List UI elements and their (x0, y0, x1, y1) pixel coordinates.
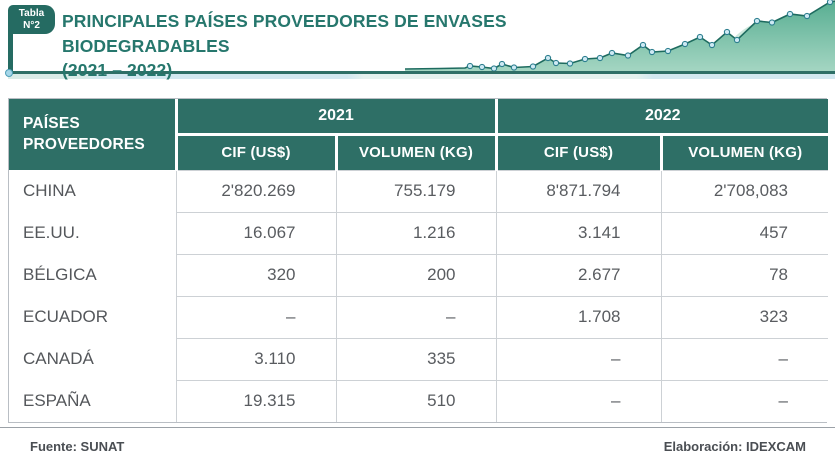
value-cell: 755.179 (335, 169, 496, 212)
source-note: Fuente: SUNAT (30, 439, 125, 454)
column-header-volumen-2021: VOLUMEN (KG) (334, 132, 496, 170)
table-row: EE.UU. 16.067 1.216 3.141 457 (9, 211, 828, 254)
value-cell: 78 (660, 253, 828, 296)
value-cell: 1.708 (495, 295, 661, 338)
country-cell: BÉLGICA (9, 254, 176, 296)
value-cell: 3.110 (175, 337, 336, 380)
value-cell: – (660, 379, 828, 422)
value-cell: 8'871.794 (495, 169, 661, 212)
badge-bracket-bar (8, 30, 13, 72)
providers-table: PAÍSES PROVEEDORES 2021 2022 CIF (US$) V… (9, 99, 828, 422)
value-cell: 16.067 (175, 211, 336, 254)
column-header-cif-2021: CIF (US$) (174, 132, 336, 170)
title-line2: (2021 – 2022) (62, 60, 173, 80)
country-cell: CANADÁ (9, 338, 176, 380)
value-cell: – (495, 337, 661, 380)
value-cell: 1.216 (335, 211, 496, 254)
value-cell: 320 (175, 253, 336, 296)
country-cell: CHINA (9, 170, 176, 212)
providers-table-wrapper: PAÍSES PROVEEDORES 2021 2022 CIF (US$) V… (8, 98, 828, 423)
header-accent-band (8, 74, 835, 79)
table-row: BÉLGICA 320 200 2.677 78 (9, 253, 828, 296)
value-cell: 335 (335, 337, 496, 380)
country-cell: ECUADOR (9, 296, 176, 338)
page-title: PRINCIPALES PAÍSES PROVEEDORES DE ENVASE… (62, 9, 637, 83)
elaboration-note: Elaboración: IDEXCAM (663, 439, 806, 454)
year-group-2022: 2022 (494, 99, 828, 134)
badge-line2: N°2 (23, 19, 40, 31)
badge-dot-icon (5, 69, 13, 77)
table-row: CHINA 2'820.269 755.179 8'871.794 2'708,… (9, 169, 828, 212)
table-row: CANADÁ 3.110 335 – – (9, 337, 828, 380)
value-cell: 510 (335, 379, 496, 422)
title-line1: PRINCIPALES PAÍSES PROVEEDORES DE ENVASE… (62, 11, 507, 56)
column-header-cif-2022: CIF (US$) (494, 132, 661, 170)
country-cell: ESPAÑA (9, 380, 176, 422)
table-row: ESPAÑA 19.315 510 – – (9, 379, 828, 422)
trend-area-chart-icon (405, 0, 835, 74)
value-cell: 200 (335, 253, 496, 296)
value-cell: 2'708,083 (660, 169, 828, 212)
table-number-badge: Tabla N°2 (8, 5, 55, 34)
value-cell: 323 (660, 295, 828, 338)
country-cell: EE.UU. (9, 212, 176, 254)
column-header-volumen-2022: VOLUMEN (KG) (659, 132, 828, 170)
value-cell: 2.677 (495, 253, 661, 296)
table-header: PAÍSES PROVEEDORES 2021 2022 CIF (US$) V… (9, 99, 828, 170)
column-header-countries: PAÍSES PROVEEDORES (9, 99, 176, 170)
value-cell: 2'820.269 (175, 169, 336, 212)
value-cell: – (335, 295, 496, 338)
value-cell: – (660, 337, 828, 380)
value-cell: – (175, 295, 336, 338)
value-cell: 19.315 (175, 379, 336, 422)
table-row: ECUADOR – – 1.708 323 (9, 295, 828, 338)
year-group-2021: 2021 (174, 99, 496, 134)
header-divider-line (8, 71, 835, 74)
table-body: CHINA 2'820.269 755.179 8'871.794 2'708,… (9, 169, 828, 422)
value-cell: 3.141 (495, 211, 661, 254)
value-cell: – (495, 379, 661, 422)
badge-line1: Tabla (18, 8, 45, 19)
value-cell: 457 (660, 211, 828, 254)
footer-divider (0, 427, 835, 428)
